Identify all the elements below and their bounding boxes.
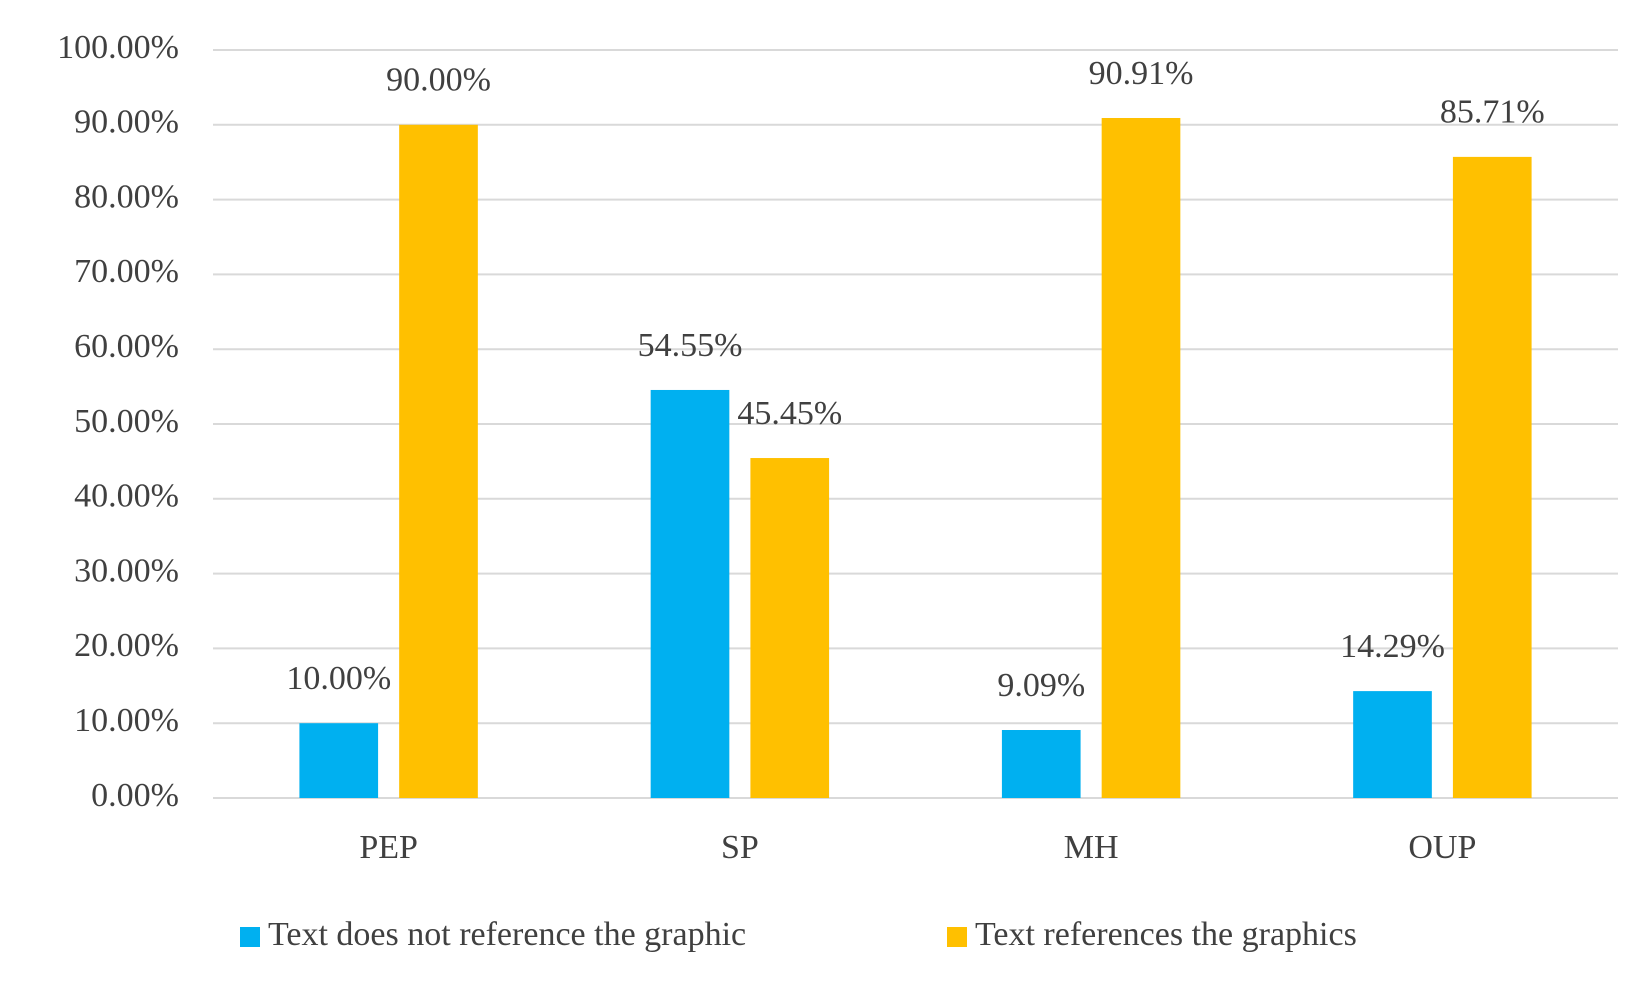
value-label: 10.00% bbox=[286, 660, 391, 697]
y-tick-label: 30.00% bbox=[74, 552, 179, 589]
value-label: 14.29% bbox=[1340, 628, 1445, 665]
x-tick-label: OUP bbox=[1408, 829, 1476, 866]
y-tick-label: 80.00% bbox=[74, 178, 179, 215]
x-tick-label: MH bbox=[1064, 829, 1119, 866]
bar bbox=[650, 389, 730, 798]
legend-label: Text does not reference the graphic bbox=[268, 916, 746, 953]
legend-label: Text references the graphics bbox=[975, 916, 1357, 953]
y-tick-label: 10.00% bbox=[74, 702, 179, 739]
value-label: 54.55% bbox=[638, 327, 743, 364]
y-tick-label: 70.00% bbox=[74, 253, 179, 290]
y-tick-label: 90.00% bbox=[74, 104, 179, 141]
value-label: 9.09% bbox=[997, 667, 1085, 704]
x-tick-label: PEP bbox=[359, 829, 418, 866]
legend-swatch bbox=[947, 927, 967, 947]
bar bbox=[750, 458, 830, 798]
value-label: 45.45% bbox=[737, 395, 842, 432]
bar bbox=[1452, 156, 1532, 798]
value-label: 90.00% bbox=[386, 62, 491, 99]
bar bbox=[1001, 730, 1081, 798]
value-label: 90.91% bbox=[1089, 55, 1194, 92]
y-tick-label: 50.00% bbox=[74, 403, 179, 440]
x-tick-label: SP bbox=[721, 829, 759, 866]
bar bbox=[1353, 691, 1432, 798]
y-tick-label: 40.00% bbox=[74, 478, 179, 515]
bar bbox=[399, 124, 478, 799]
y-tick-label: 60.00% bbox=[74, 328, 179, 365]
y-tick-label: 100.00% bbox=[57, 29, 179, 66]
bar bbox=[299, 723, 379, 798]
value-label: 85.71% bbox=[1440, 94, 1545, 131]
legend-swatch bbox=[240, 927, 260, 947]
y-tick-label: 0.00% bbox=[91, 777, 179, 814]
y-tick-label: 20.00% bbox=[74, 627, 179, 664]
bar bbox=[1101, 117, 1181, 798]
